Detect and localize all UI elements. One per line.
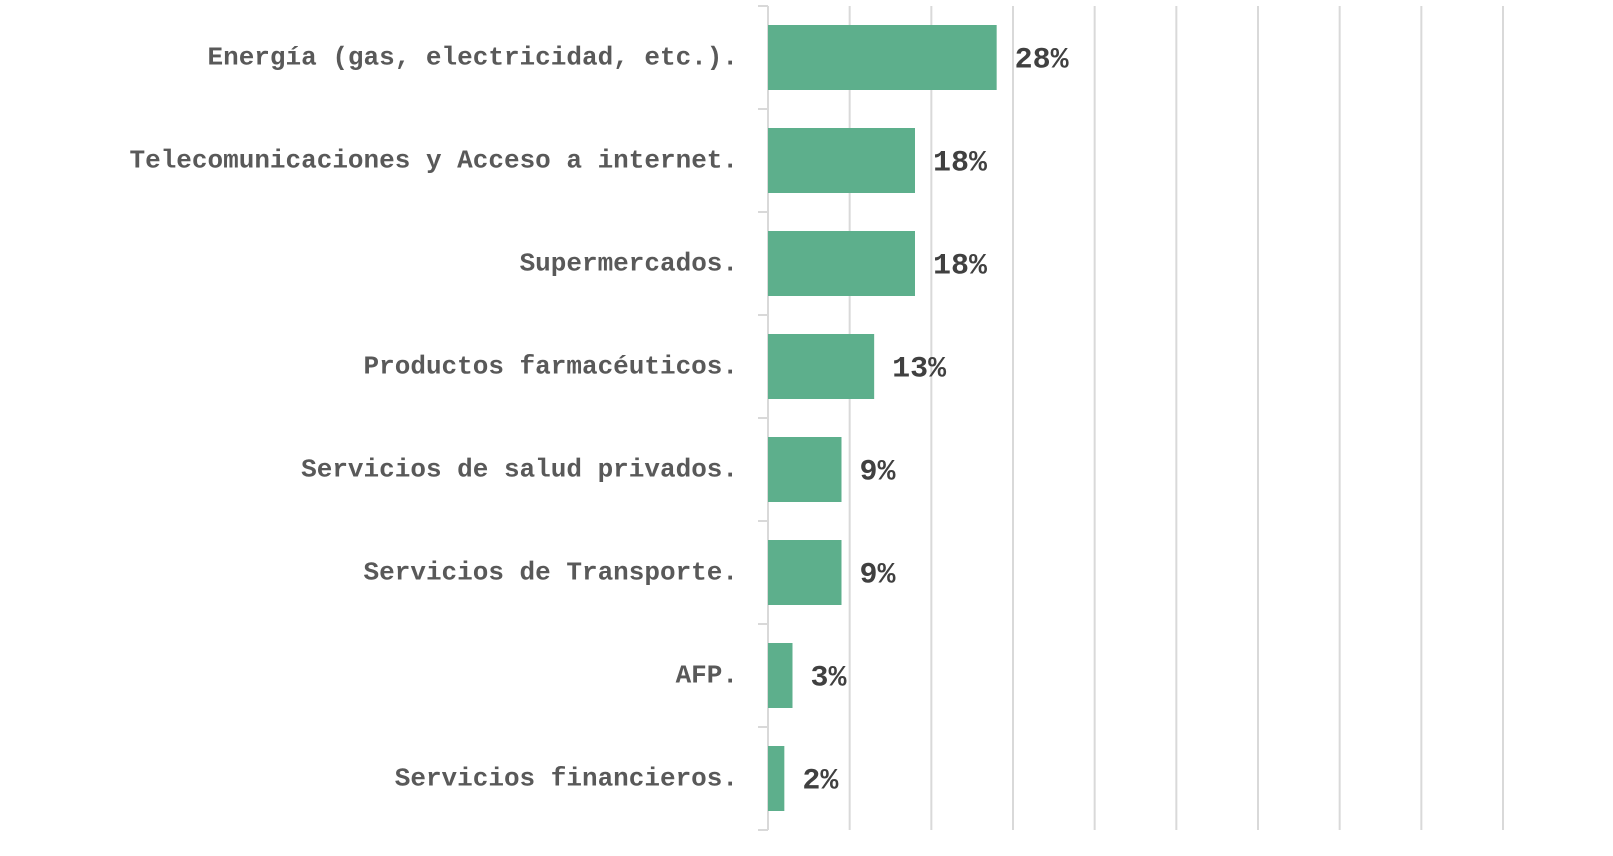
value-label: 18% xyxy=(933,249,988,283)
y-tick-label: Productos farmacéuticos. xyxy=(364,351,738,381)
value-label: 2% xyxy=(802,764,839,798)
bar xyxy=(768,231,915,296)
y-tick-label: Telecomunicaciones y Acceso a internet. xyxy=(130,145,739,175)
y-tick-label: Servicios de salud privados. xyxy=(301,454,738,484)
y-tick-label: Servicios de Transporte. xyxy=(364,557,738,587)
bar xyxy=(768,128,915,193)
value-label: 18% xyxy=(933,146,988,180)
value-label: 9% xyxy=(860,558,897,592)
value-label: 9% xyxy=(860,455,897,489)
bar xyxy=(768,540,842,605)
y-tick-label: Supermercados. xyxy=(520,248,738,278)
value-label: 13% xyxy=(892,352,947,386)
bar xyxy=(768,334,875,399)
bar xyxy=(768,437,842,502)
y-tick-label: Servicios financieros. xyxy=(395,763,738,793)
bar xyxy=(768,25,997,90)
value-label: 28% xyxy=(1015,43,1070,77)
value-label: 3% xyxy=(811,661,848,695)
bar xyxy=(768,746,785,811)
bar xyxy=(768,643,793,708)
y-tick-label: AFP. xyxy=(676,660,738,690)
y-tick-label: Energía (gas, electricidad, etc.). xyxy=(208,42,739,72)
